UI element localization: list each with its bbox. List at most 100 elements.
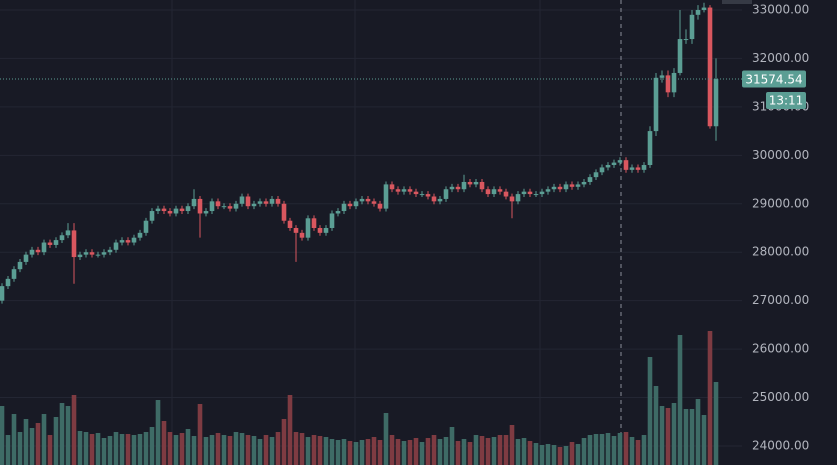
- candle-body: [275, 198, 281, 204]
- candle-body: [407, 189, 413, 192]
- volume-bar: [389, 435, 395, 465]
- candle-body: [677, 39, 683, 73]
- volume-bar: [521, 438, 527, 465]
- volume-bar: [623, 432, 629, 465]
- volume-bar: [485, 438, 491, 465]
- volume-bar: [443, 437, 449, 465]
- candle-body: [485, 189, 491, 195]
- volume-bar: [35, 423, 41, 465]
- candle-body: [287, 220, 293, 228]
- volume-bar: [659, 406, 665, 465]
- volume-bar: [617, 433, 623, 465]
- volume-bar: [305, 437, 311, 465]
- volume-bar: [539, 445, 545, 465]
- candle-body: [185, 206, 191, 212]
- volume-bar: [365, 439, 371, 465]
- candle-body: [659, 75, 665, 78]
- volume-bar: [533, 443, 539, 465]
- candle-body: [251, 203, 257, 207]
- volume-bar: [431, 435, 437, 465]
- volume-bar: [629, 437, 635, 465]
- candle-body: [701, 7, 707, 10]
- candle-body: [305, 218, 311, 238]
- volume-bar: [137, 434, 143, 465]
- volume-bar: [413, 438, 419, 465]
- volume-bar: [335, 440, 341, 465]
- candle-body: [359, 198, 365, 202]
- volume-bar: [557, 447, 563, 465]
- volume-bar: [119, 434, 125, 465]
- candle-body: [11, 269, 17, 279]
- volume-bar: [161, 421, 167, 465]
- candle-body: [155, 208, 161, 212]
- volume-bar: [695, 399, 701, 465]
- countdown-badge: [766, 92, 806, 110]
- volume-bar: [689, 409, 695, 465]
- volume-bar: [95, 433, 101, 465]
- candle-body: [149, 211, 155, 221]
- volume-bar: [653, 386, 659, 465]
- candle-body: [161, 208, 167, 212]
- volume-bar: [377, 440, 383, 465]
- volume-bar: [245, 435, 251, 465]
- candle-body: [329, 213, 335, 228]
- candle-body: [299, 232, 305, 238]
- volume-bar: [581, 438, 587, 465]
- volume-bar: [527, 441, 533, 465]
- candle-body: [347, 203, 353, 207]
- candle-body: [461, 181, 467, 190]
- axis-button[interactable]: [722, 0, 752, 4]
- candle-body: [17, 261, 23, 270]
- volume-bar: [149, 427, 155, 465]
- candle-body: [563, 184, 569, 190]
- candle-body: [413, 191, 419, 195]
- volume-bar: [41, 414, 47, 465]
- y-tick-label: 28000.00: [752, 245, 809, 259]
- volume-bar: [329, 439, 335, 465]
- volume-bar: [23, 419, 29, 465]
- volume-bar: [509, 425, 515, 465]
- candle-body: [293, 227, 299, 233]
- volume-bar: [701, 415, 707, 465]
- volume-bar: [89, 434, 95, 465]
- candle-body: [587, 177, 593, 182]
- volume-bar: [665, 408, 671, 465]
- volume-bar: [215, 433, 221, 465]
- volume-bar: [467, 442, 473, 465]
- candle-body: [539, 191, 545, 195]
- candle-body: [71, 230, 77, 258]
- volume-bar: [563, 446, 569, 465]
- candle-body: [5, 278, 11, 287]
- volume-bar: [671, 403, 677, 465]
- volume-bar: [125, 434, 131, 465]
- candle-body: [599, 167, 605, 173]
- volume-bar: [203, 437, 209, 465]
- volume-bar: [347, 441, 353, 465]
- candle-body: [683, 39, 689, 41]
- candle-body: [95, 254, 101, 256]
- candle-body: [59, 235, 65, 241]
- volume-bar: [569, 442, 575, 465]
- candle-body: [635, 167, 641, 170]
- grid: [0, 0, 742, 465]
- candle-body: [503, 191, 509, 197]
- candle-body: [197, 198, 203, 214]
- volume-bar: [311, 435, 317, 465]
- y-tick-label: 29000.00: [752, 196, 809, 210]
- candle-body: [479, 181, 485, 190]
- volume-bar: [269, 437, 275, 465]
- candle-body: [569, 184, 575, 187]
- candle-body: [341, 203, 347, 212]
- candle-body: [641, 165, 647, 170]
- candle-body: [209, 201, 215, 212]
- candle-body: [425, 194, 431, 197]
- candle-body: [35, 249, 41, 253]
- volume-bar: [575, 444, 581, 465]
- volume-bar: [53, 417, 59, 465]
- candle-body: [89, 252, 95, 255]
- volume-bar: [77, 431, 83, 465]
- volume-bar: [371, 437, 377, 465]
- candle-body: [137, 232, 143, 238]
- candle-body: [47, 242, 53, 245]
- candle-body: [419, 194, 425, 196]
